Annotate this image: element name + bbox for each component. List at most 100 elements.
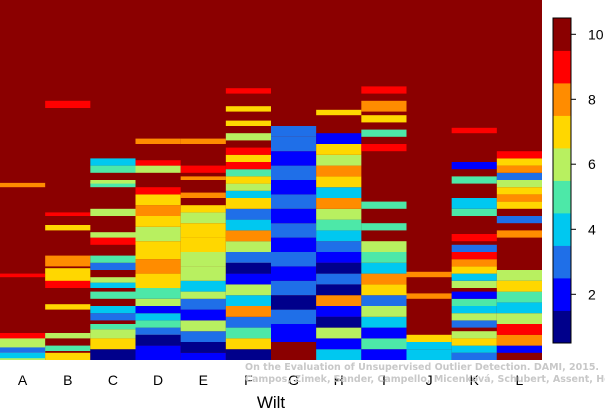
band-F-4 (225, 306, 271, 317)
colorbar-cell (553, 18, 571, 51)
band-F-24 (225, 106, 271, 112)
band-D-3 (135, 320, 181, 328)
band-K-11 (451, 266, 497, 274)
band-L-6 (496, 291, 542, 303)
band-L-1 (496, 345, 542, 353)
band-L-11 (496, 201, 542, 209)
band-I-0 (361, 349, 407, 360)
colorbar-tick-label: 8 (588, 91, 596, 107)
heatmap-bands (0, 86, 542, 360)
band-D-15 (135, 187, 181, 195)
band-F-19 (225, 162, 271, 170)
band-F-10 (225, 241, 271, 252)
band-I-4 (361, 306, 407, 317)
colorbar-cell (553, 245, 571, 279)
band-I-2 (361, 327, 407, 339)
band-I-6 (361, 284, 407, 296)
band-I-8 (361, 262, 407, 274)
band-I-5 (361, 295, 407, 306)
band-I-16 (361, 100, 407, 112)
band-K-14 (451, 244, 497, 252)
band-C-4 (90, 313, 136, 321)
band-K-19 (451, 162, 497, 170)
band-F-9 (225, 252, 271, 263)
band-K-5 (451, 313, 497, 321)
band-C-15 (90, 180, 136, 184)
band-K-4 (451, 320, 497, 328)
x-tick-labels: A B C D E F G H I J K L (18, 372, 524, 388)
colorbar-cell (553, 50, 571, 84)
band-L-0 (496, 352, 542, 360)
band-E-1 (180, 342, 226, 353)
band-G-0 (271, 342, 317, 360)
colorbar: 2 4 6 8 10 (552, 17, 604, 344)
band-C-17 (90, 158, 136, 166)
band-D-8 (135, 273, 181, 288)
band-E-12 (180, 212, 226, 224)
colorbar-cell (553, 213, 571, 246)
band-F-6 (225, 284, 271, 296)
colorbar-tick-label: 4 (588, 221, 596, 237)
band-H-3 (316, 316, 362, 328)
band-H-12 (316, 219, 362, 231)
band-K-1 (451, 345, 497, 353)
band-C-5 (90, 306, 136, 314)
band-D-17 (135, 160, 181, 166)
band-E-3 (180, 320, 226, 332)
band-H-2 (316, 327, 362, 339)
x-tick-label: E (199, 372, 208, 388)
band-L-13 (496, 187, 542, 195)
band-F-3 (225, 316, 271, 328)
band-H-8 (316, 262, 362, 274)
colorbar-cells (553, 18, 571, 344)
band-H-6 (316, 284, 362, 296)
band-J-4 (406, 271, 452, 278)
band-H-10 (316, 241, 362, 252)
band-H-7 (316, 273, 362, 285)
band-E-17 (180, 138, 226, 144)
band-D-11 (135, 226, 181, 242)
band-F-22 (225, 133, 271, 141)
band-K-2 (451, 338, 497, 346)
band-L-14 (496, 180, 542, 188)
band-F-2 (225, 327, 271, 339)
band-H-14 (316, 198, 362, 209)
band-H-5 (316, 295, 362, 306)
band-D-9 (135, 259, 181, 274)
band-G-6 (271, 252, 317, 267)
band-L-9 (496, 230, 542, 238)
band-K-20 (451, 127, 497, 134)
band-B-2 (45, 333, 91, 339)
band-B-6 (45, 255, 91, 267)
colorbar-tick-label: 10 (588, 26, 604, 42)
band-H-18 (316, 154, 362, 166)
band-E-7 (180, 280, 226, 292)
band-K-7 (451, 298, 497, 306)
band-K-0 (451, 352, 497, 360)
band-C-1 (90, 338, 136, 350)
x-tick-label: J (426, 372, 433, 388)
colorbar-frame (552, 17, 572, 344)
band-B-3 (45, 304, 91, 310)
band-C-14 (90, 181, 136, 188)
x-tick-label: L (516, 372, 524, 388)
band-F-23 (225, 120, 271, 126)
band-B-9 (45, 100, 91, 108)
colorbar-cell (553, 180, 571, 214)
band-C-16 (90, 165, 136, 173)
band-A-4 (0, 273, 46, 278)
band-E-16 (180, 165, 226, 173)
band-G-1 (271, 324, 317, 342)
band-F-5 (225, 295, 271, 306)
band-F-11 (225, 230, 271, 242)
band-D-4 (135, 313, 181, 321)
band-A-2 (0, 347, 46, 353)
band-C-13 (90, 208, 136, 216)
band-L-7 (496, 280, 542, 292)
band-C-9 (90, 262, 136, 270)
band-L-3 (496, 324, 542, 335)
band-A-3 (0, 333, 46, 339)
band-C-3 (90, 324, 136, 330)
band-G-11 (271, 180, 317, 195)
band-B-5 (45, 268, 91, 281)
